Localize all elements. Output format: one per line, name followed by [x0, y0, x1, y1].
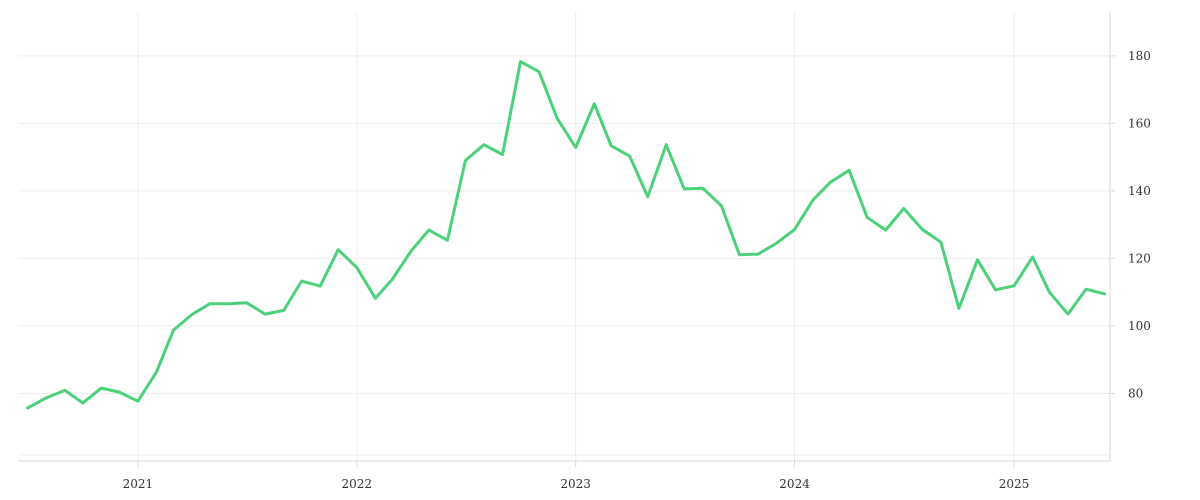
- data-point: [774, 242, 777, 245]
- data-point: [829, 181, 832, 184]
- data-point: [957, 307, 960, 310]
- data-point: [355, 266, 358, 269]
- data-point: [1013, 284, 1016, 287]
- data-point: [538, 70, 541, 73]
- data-point: [994, 288, 997, 291]
- data-point: [118, 391, 121, 394]
- data-point: [446, 239, 449, 242]
- data-point: [683, 187, 686, 190]
- y-tick-label-160: 160: [1128, 116, 1151, 130]
- data-point: [646, 195, 649, 198]
- data-point: [556, 117, 559, 120]
- data-point: [300, 280, 303, 283]
- data-point: [665, 143, 668, 146]
- y-tick-label-120: 120: [1128, 251, 1151, 265]
- data-point: [81, 401, 84, 404]
- data-point: [756, 253, 759, 256]
- data-point: [519, 60, 522, 63]
- data-point: [921, 228, 924, 231]
- data-point: [374, 297, 377, 300]
- data-point: [1067, 313, 1070, 316]
- y-tick-label-80: 80: [1128, 386, 1143, 400]
- x-tick-label-2022: 2022: [342, 477, 373, 491]
- data-point: [245, 301, 248, 304]
- data-point: [738, 253, 741, 256]
- data-point: [319, 285, 322, 288]
- x-tick-label-2024: 2024: [779, 477, 810, 491]
- x-tick-label-2023: 2023: [560, 477, 591, 491]
- data-point: [720, 204, 723, 207]
- data-point: [136, 400, 139, 403]
- data-point: [593, 102, 596, 105]
- data-point: [155, 370, 158, 373]
- data-point: [501, 153, 504, 156]
- data-point: [26, 406, 29, 409]
- x-tick-label-2025: 2025: [999, 477, 1030, 491]
- grid: [18, 12, 1110, 461]
- data-point: [1048, 291, 1051, 294]
- series-line-0: [26, 60, 1107, 410]
- y-tick-label-140: 140: [1128, 184, 1151, 198]
- data-point: [866, 216, 869, 219]
- data-point: [337, 248, 340, 251]
- data-point: [391, 278, 394, 281]
- y-tick-label-180: 180: [1128, 49, 1151, 63]
- data-point: [63, 389, 66, 392]
- data-point: [190, 313, 193, 316]
- axes: [18, 12, 1115, 467]
- data-point: [45, 396, 48, 399]
- data-point: [574, 146, 577, 149]
- data-point: [282, 309, 285, 312]
- data-point: [628, 155, 631, 158]
- data-point: [264, 313, 267, 316]
- x-tick-label-2021: 2021: [123, 477, 154, 491]
- data-point: [1103, 292, 1106, 295]
- data-point: [208, 302, 211, 305]
- data-point: [482, 143, 485, 146]
- tick-labels: 80 100 120 140 160 180 2021 2022 2023 2024 2025: [123, 49, 1151, 491]
- data-point: [227, 302, 230, 305]
- data-point: [1031, 256, 1034, 259]
- data-point: [610, 144, 613, 147]
- y-tick-label-100: 100: [1128, 319, 1151, 333]
- data-point: [939, 241, 942, 244]
- data-point: [884, 229, 887, 232]
- data-point: [100, 387, 103, 390]
- series-layer: [26, 60, 1107, 410]
- data-point: [976, 258, 979, 261]
- data-point: [409, 250, 412, 253]
- data-point: [902, 207, 905, 210]
- data-point: [464, 159, 467, 162]
- data-point: [172, 329, 175, 332]
- data-point: [1085, 288, 1088, 291]
- data-point: [812, 198, 815, 201]
- data-point: [848, 169, 851, 172]
- data-point: [793, 228, 796, 231]
- data-point: [701, 187, 704, 190]
- data-point: [427, 229, 430, 232]
